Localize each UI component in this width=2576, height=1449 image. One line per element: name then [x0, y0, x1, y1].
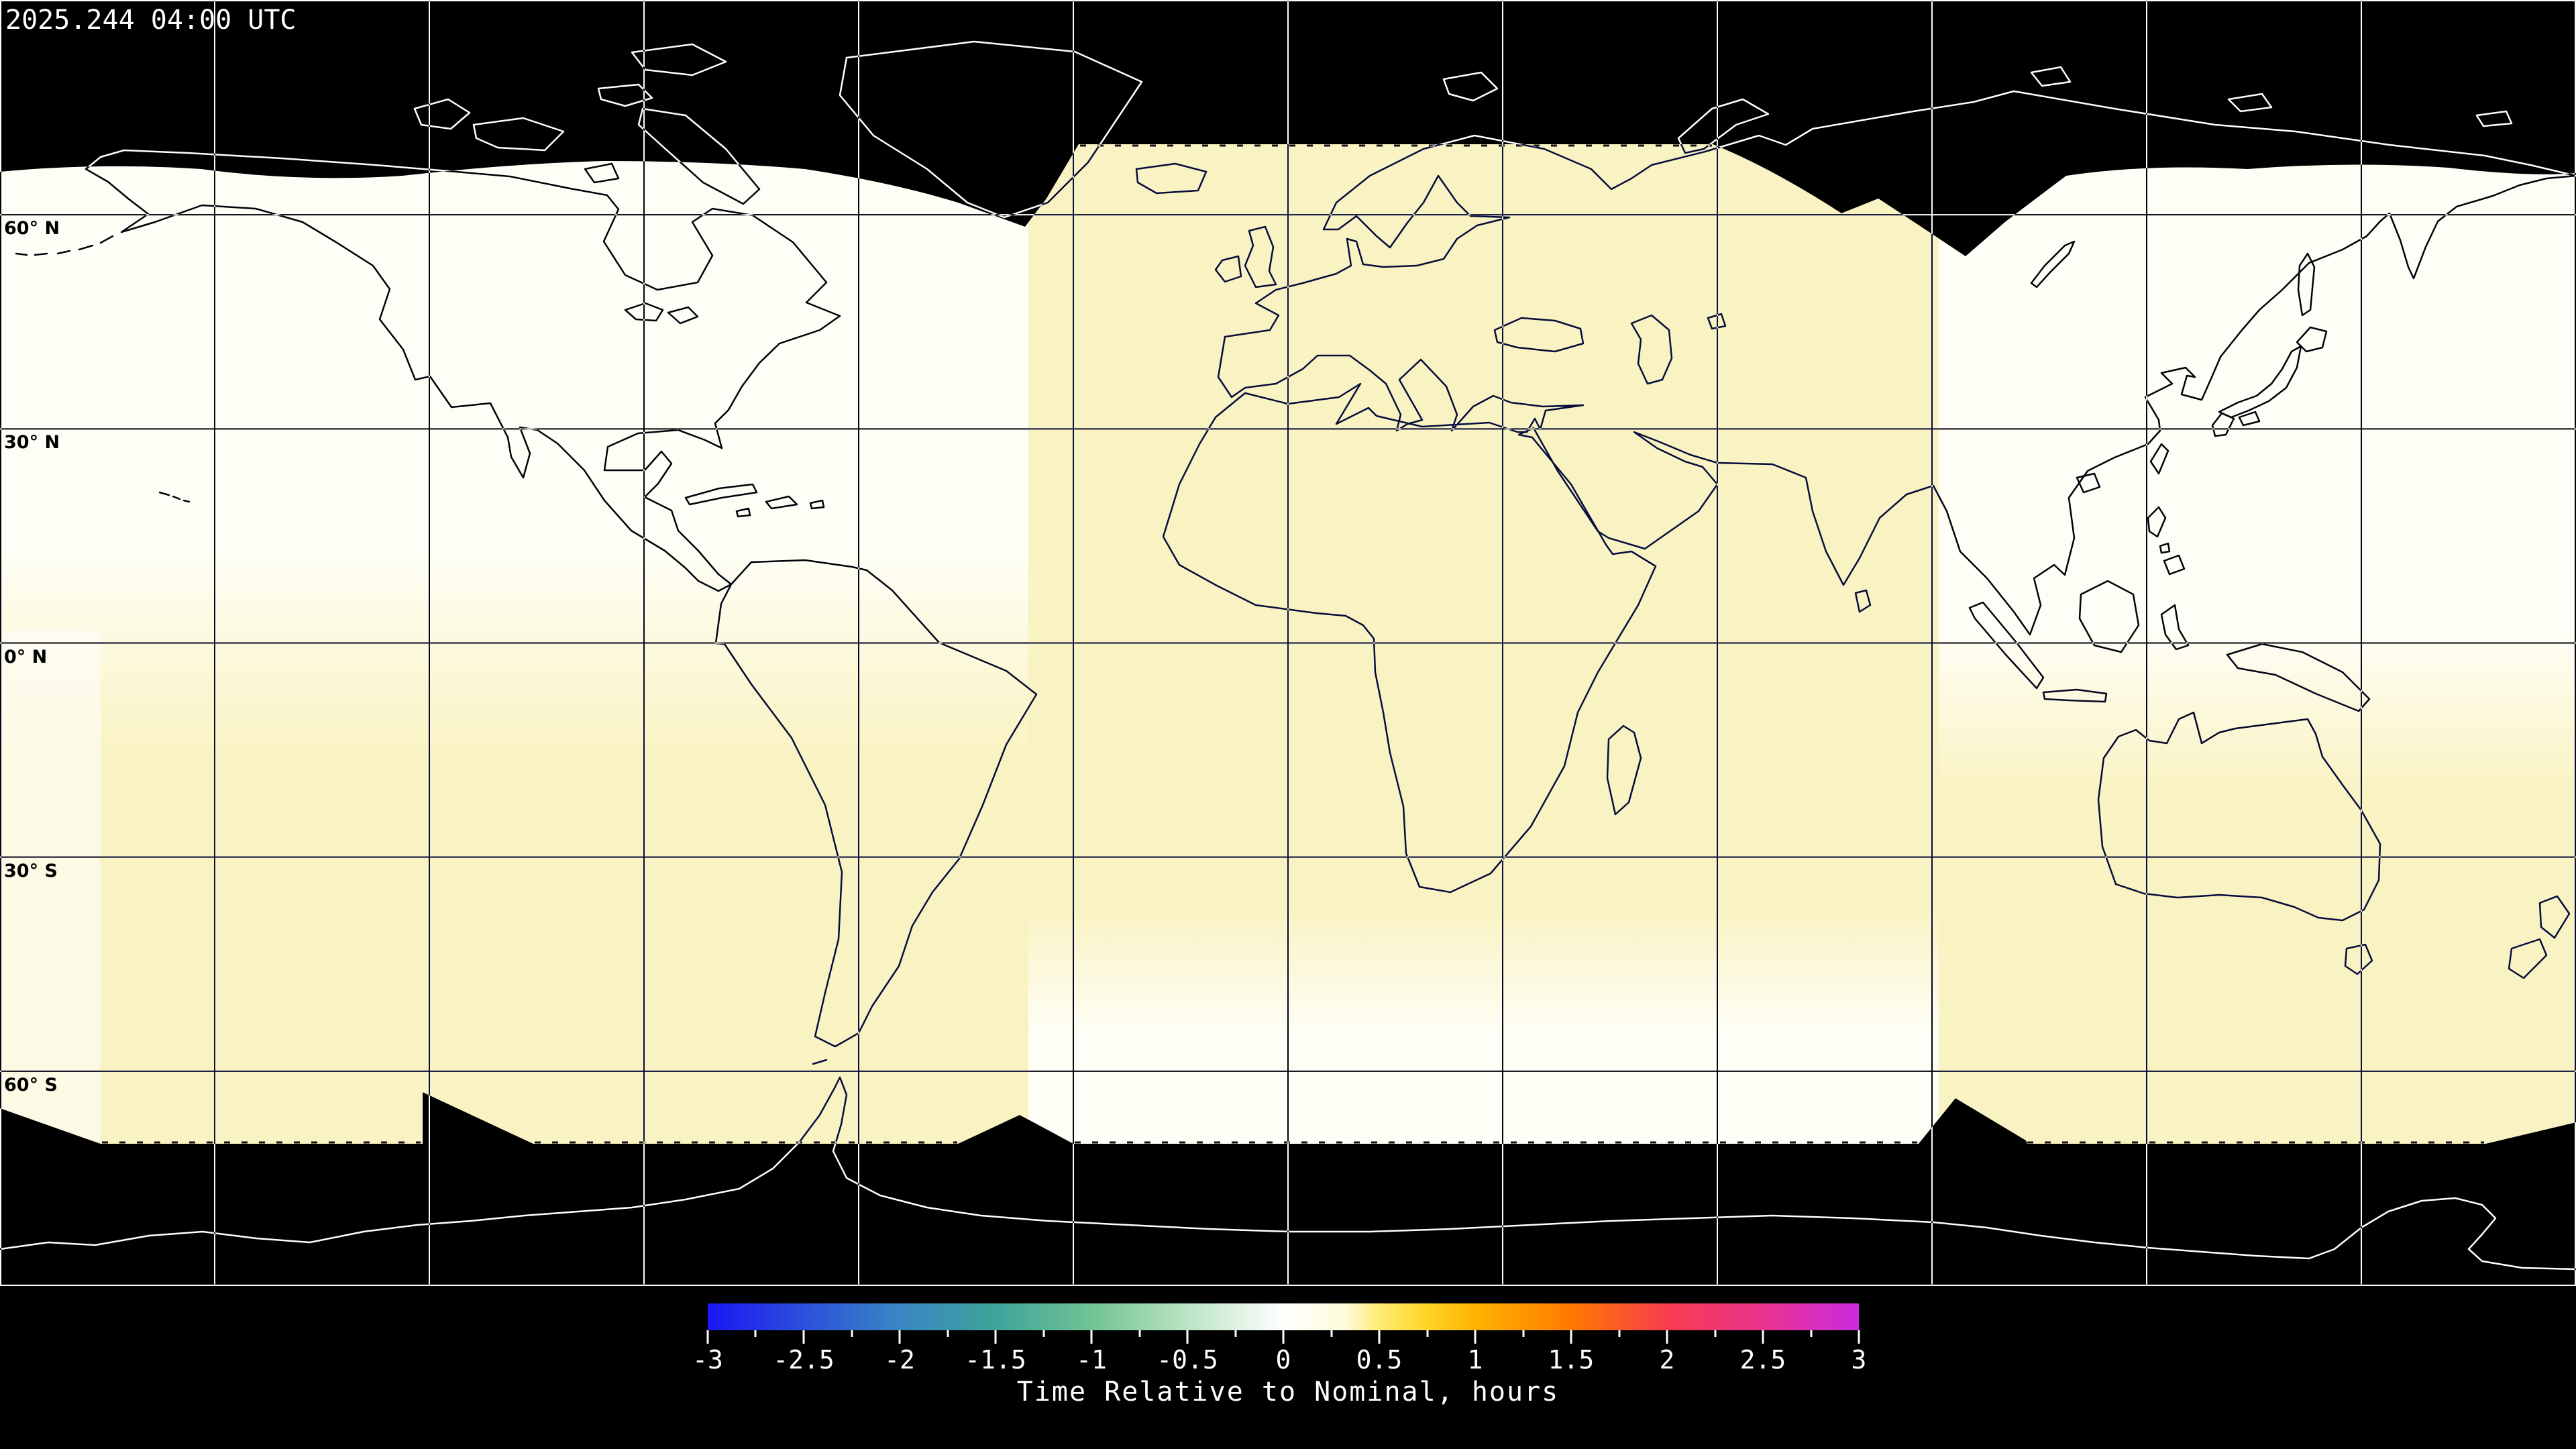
- timestamp: 2025.244 04:00 UTC: [5, 5, 297, 36]
- colorbar-minor-tick: [1426, 1330, 1428, 1337]
- colorbar-tick-label: -2.5: [773, 1345, 835, 1375]
- colorbar-major-tick: [802, 1330, 805, 1344]
- latitude-label: 60° S: [4, 1074, 58, 1095]
- map-frame: [0, 0, 2576, 1286]
- colorbar-major-tick: [1858, 1330, 1860, 1344]
- colorbar-major-tick: [1378, 1330, 1381, 1344]
- graticule: [0, 1, 2576, 1285]
- colorbar-major-tick: [994, 1330, 997, 1344]
- colorbar-minor-tick: [1330, 1330, 1332, 1337]
- colorbar-tick-label: -1.5: [965, 1345, 1026, 1375]
- latitude-label: 30° N: [4, 432, 60, 453]
- colorbar-major-tick: [1186, 1330, 1189, 1344]
- colorbar-minor-tick: [1810, 1330, 1812, 1337]
- colorbar-tick-label: -2: [884, 1345, 915, 1375]
- colorbar-minor-tick: [1042, 1330, 1044, 1337]
- colorbar-ticks: -3 -2.5 -2 -1.5 -1 -0.5 0 0.5 1 1.5 2 2.5 3: [692, 1303, 1866, 1384]
- colorbar-tick-label: 2.5: [1739, 1345, 1786, 1375]
- colorbar-minor-tick: [1618, 1330, 1620, 1337]
- colorbar-minor-tick: [754, 1330, 757, 1337]
- colorbar-tick-label: -1: [1076, 1345, 1107, 1375]
- swath-edge-dashes: [102, 144, 2484, 1144]
- latitude-label: 0° N: [4, 646, 48, 667]
- colorbar-tick-label: -0.5: [1157, 1345, 1218, 1375]
- map-canvas: [0, 0, 2576, 1286]
- colorbar-tick-label: 1.5: [1548, 1345, 1595, 1375]
- colorbar-major-tick: [706, 1330, 709, 1344]
- colorbar-major-tick: [1666, 1330, 1668, 1344]
- colorbar-tick-label: 3: [1851, 1345, 1867, 1375]
- colorbar-major-tick: [1282, 1330, 1285, 1344]
- latitude-label: 30° S: [4, 860, 58, 881]
- colorbar-gradient: [708, 1303, 1859, 1330]
- colorbar-tick-label: 2: [1659, 1345, 1675, 1375]
- colorbar-major-tick: [1762, 1330, 1764, 1344]
- colorbar-tick-label: 1: [1467, 1345, 1483, 1375]
- colorbar-major-tick: [1090, 1330, 1093, 1344]
- world-map: 2025.244 04:00 UTC 60° N 30° N 0° N 30° S 60…: [0, 0, 2576, 1286]
- colorbar-caption: Time Relative to Nominal, hours: [1016, 1377, 1560, 1407]
- colorbar-minor-tick: [1522, 1330, 1524, 1337]
- colorbar-major-tick: [898, 1330, 901, 1344]
- colorbar-tick-label: 0: [1275, 1345, 1291, 1375]
- colorbar: -3 -2.5 -2 -1.5 -1 -0.5 0 0.5 1 1.5 2 2.5 3 Time Rel…: [0, 1286, 2576, 1449]
- colorbar-tick-label: 0.5: [1356, 1345, 1403, 1375]
- colorbar-tick-label: -3: [692, 1345, 723, 1375]
- colorbar-minor-tick: [1714, 1330, 1716, 1337]
- colorbar-major-tick: [1570, 1330, 1572, 1344]
- colorbar-minor-tick: [1234, 1330, 1236, 1337]
- colorbar-major-tick: [1474, 1330, 1477, 1344]
- latitude-label: 60° N: [4, 218, 60, 239]
- colorbar-minor-tick: [851, 1330, 853, 1337]
- colorbar-minor-tick: [947, 1330, 949, 1337]
- coastlines: [0, 40, 2576, 1271]
- colorbar-minor-tick: [1138, 1330, 1140, 1337]
